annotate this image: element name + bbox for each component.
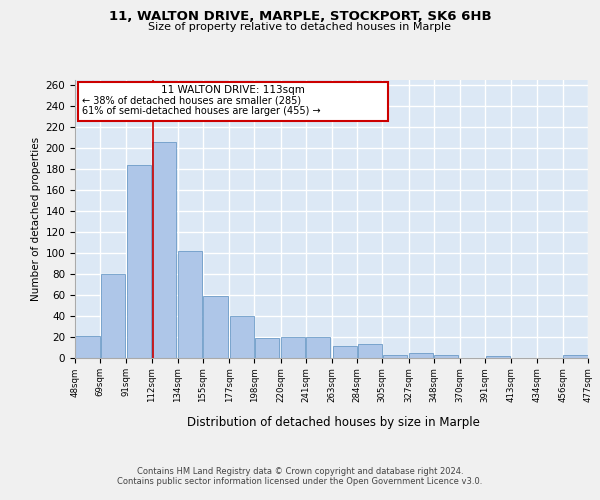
Bar [76,336,100,357]
Text: Contains HM Land Registry data © Crown copyright and database right 2024.: Contains HM Land Registry data © Crown c… [137,467,463,476]
Text: Contains public sector information licensed under the Open Government Licence v3: Contains public sector information licen… [118,477,482,486]
Bar [101,274,125,357]
Bar [203,296,227,358]
Bar [409,354,433,358]
Bar [178,250,202,358]
Bar [152,142,176,358]
Text: 11, WALTON DRIVE, MARPLE, STOCKPORT, SK6 6HB: 11, WALTON DRIVE, MARPLE, STOCKPORT, SK6… [109,10,491,23]
Bar [255,338,279,357]
Text: ← 38% of detached houses are smaller (285): ← 38% of detached houses are smaller (28… [82,96,301,106]
Bar [434,356,458,358]
Text: 11 WALTON DRIVE: 113sqm: 11 WALTON DRIVE: 113sqm [161,85,305,95]
Bar [358,344,382,358]
Bar [485,356,510,358]
Bar [78,82,388,121]
Bar [281,336,305,357]
Bar [306,336,331,357]
Bar [127,165,151,358]
Bar [332,346,357,358]
Bar [383,356,407,358]
Bar [230,316,254,358]
Bar [563,356,587,358]
Text: Distribution of detached houses by size in Marple: Distribution of detached houses by size … [187,416,479,429]
Text: 61% of semi-detached houses are larger (455) →: 61% of semi-detached houses are larger (… [82,106,320,116]
Text: Size of property relative to detached houses in Marple: Size of property relative to detached ho… [149,22,452,32]
Y-axis label: Number of detached properties: Number of detached properties [31,136,41,301]
